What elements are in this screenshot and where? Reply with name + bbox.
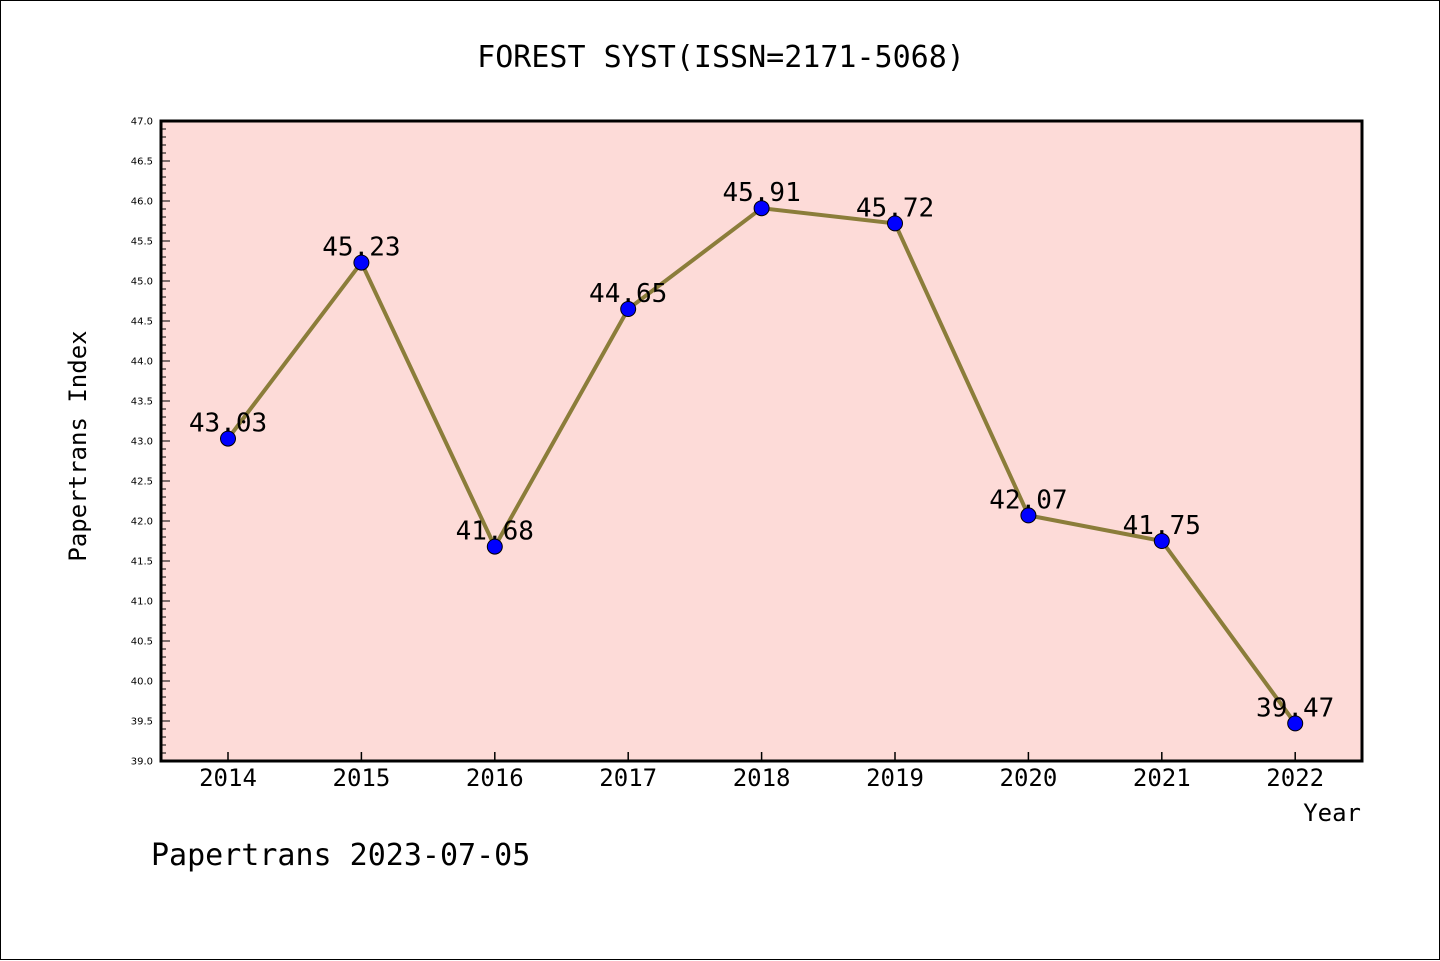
chart-title: FOREST SYST(ISSN=2171-5068) xyxy=(477,40,965,75)
y-tick-label: 45.5 xyxy=(131,237,153,248)
y-tick-label: 40.5 xyxy=(131,637,153,648)
data-label: 45.23 xyxy=(322,233,400,263)
y-tick-label: 45.0 xyxy=(131,277,153,288)
y-tick-label: 39.5 xyxy=(131,717,153,728)
y-tick-label: 42.0 xyxy=(131,517,153,528)
x-tick-label: 2020 xyxy=(1000,764,1058,792)
x-tick-label: 2018 xyxy=(733,764,791,792)
y-tick-label: 46.5 xyxy=(131,157,153,168)
x-axis-ticks: 2014 2015 2016 2017 2018 2019 2020 2021 2022 xyxy=(199,752,1324,792)
data-point xyxy=(220,430,236,447)
x-tick-label: 2019 xyxy=(866,764,924,792)
data-label: 44.65 xyxy=(589,279,667,309)
y-tick-label: 46.0 xyxy=(131,197,153,208)
y-tick-label: 43.5 xyxy=(131,397,153,408)
y-tick-label: 41.0 xyxy=(131,597,153,608)
x-tick-label: 2016 xyxy=(466,764,524,792)
data-point xyxy=(1153,533,1170,549)
x-tick-label: 2017 xyxy=(599,764,657,792)
x-axis-label: Year xyxy=(1303,799,1361,827)
x-tick-label: 2015 xyxy=(333,764,391,792)
y-tick-label: 43.0 xyxy=(131,437,153,448)
data-point xyxy=(353,254,370,271)
x-tick-label: 2014 xyxy=(199,764,257,792)
plot-area xyxy=(161,121,1362,761)
series-layer: 43.03 45.23 41.68 44.65 45.91 45.72 42.07 41.75… xyxy=(189,178,1334,732)
data-point xyxy=(753,200,770,217)
data-label: 41.68 xyxy=(456,517,534,547)
data-point xyxy=(1020,507,1037,524)
data-label: 39.47 xyxy=(1256,693,1334,723)
y-tick-label: 44.5 xyxy=(131,317,153,328)
x-tick-label: 2022 xyxy=(1266,764,1324,792)
data-point xyxy=(620,301,637,317)
plot-border xyxy=(159,119,1364,763)
y-tick-label: 42.5 xyxy=(131,477,153,488)
y-tick-label: 39.0 xyxy=(131,757,153,768)
y-axis-label: Papertrans Index xyxy=(64,330,92,561)
y-tick-label: 47.0 xyxy=(131,117,153,128)
x-tick-label: 2021 xyxy=(1133,764,1191,792)
data-label: 42.07 xyxy=(989,485,1067,515)
y-tick-label: 40.0 xyxy=(131,677,153,688)
data-label: 45.72 xyxy=(856,193,934,223)
data-point xyxy=(1287,715,1304,732)
footer-text: Papertrans 2023-07-05 xyxy=(151,838,530,873)
y-tick-label: 44.0 xyxy=(131,357,153,368)
data-label: 41.75 xyxy=(1123,511,1201,541)
data-label: 45.91 xyxy=(722,178,800,208)
data-label: 43.03 xyxy=(189,409,267,439)
data-point xyxy=(486,538,503,555)
data-point xyxy=(887,215,903,232)
y-tick-label: 41.5 xyxy=(131,557,153,568)
